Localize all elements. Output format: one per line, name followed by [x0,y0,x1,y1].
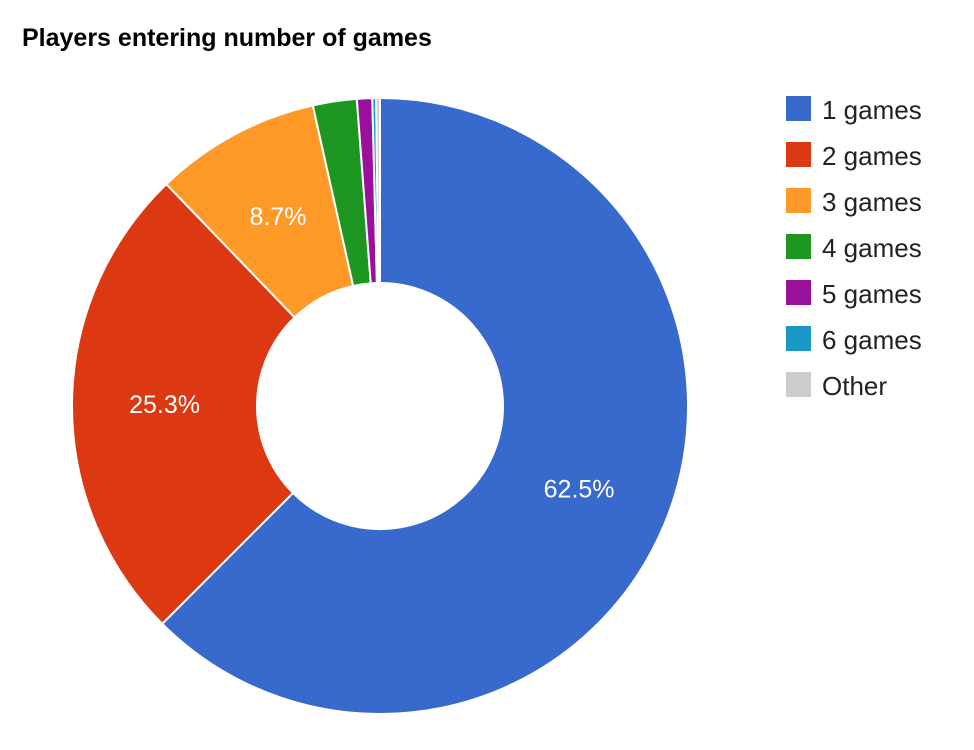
legend-label: Other [822,371,887,401]
legend-item-3-games: 3 games [786,187,922,217]
legend-label: 1 games [822,95,922,125]
legend-swatch [786,188,811,213]
legend-label: 5 games [822,279,922,309]
pie-slices [71,96,689,715]
slice-2-games [71,182,297,626]
legend-label: 4 games [822,233,922,263]
legend-label: 2 games [822,141,922,171]
pie-slice-labels: 62.5% 25.3% 8.7% [129,203,614,503]
legend-swatch [786,96,811,121]
slice-1-games [160,96,689,715]
legend-swatch [786,280,811,305]
legend-swatch [786,372,811,397]
legend-swatch [786,142,811,167]
chart-legend: 1 games 2 games 3 games 4 games 5 games 6 gam… [786,95,922,401]
slice-other [375,96,381,285]
legend-swatch [786,326,811,351]
legend-item-other: Other [786,371,887,401]
legend-item-5-games: 5 games [786,279,922,309]
legend-swatch [786,234,811,259]
slice-label-1-games: 62.5% [544,475,615,503]
chart-title: Players entering number of games [22,24,432,52]
legend-item-2-games: 2 games [786,141,922,171]
slice-label-2-games: 25.3% [129,391,200,419]
legend-item-6-games: 6 games [786,325,922,355]
legend-label: 6 games [822,325,922,355]
legend-item-4-games: 4 games [786,233,922,263]
legend-label: 3 games [822,187,922,217]
slice-label-3-games: 8.7% [249,203,306,231]
legend-item-1-games: 1 games [786,95,922,125]
